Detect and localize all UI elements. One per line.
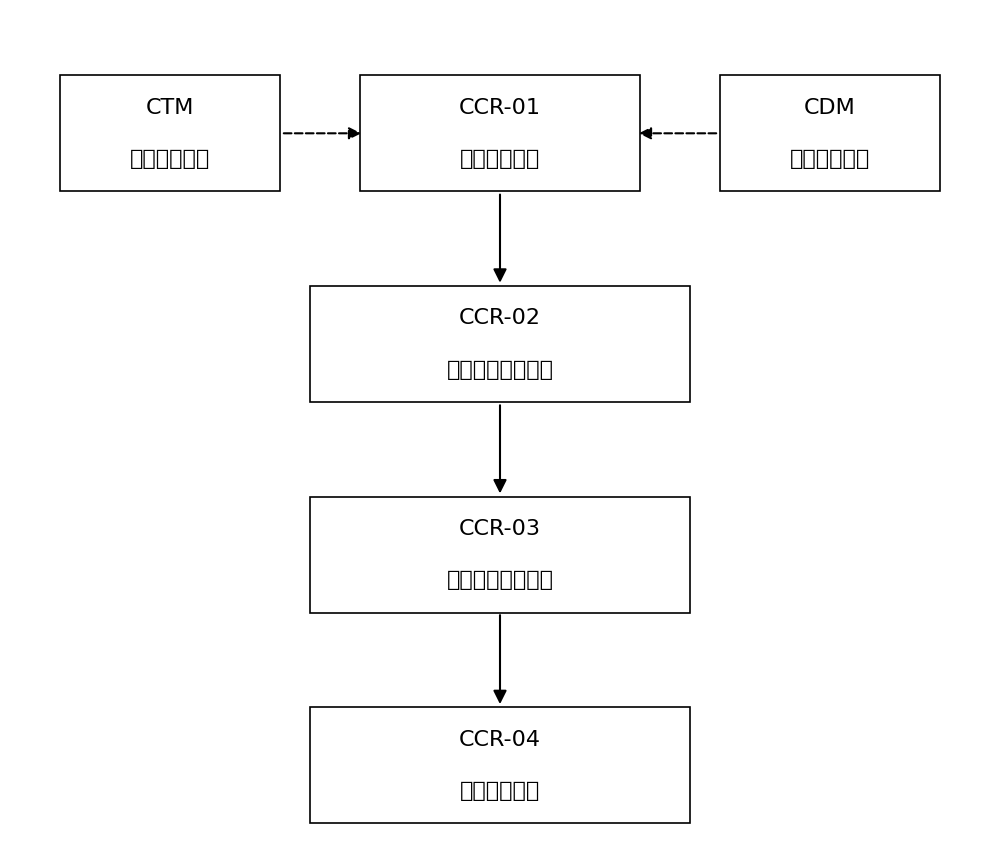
Bar [310,286,690,402]
Text: CCR-02: CCR-02 [459,308,541,329]
Text: 控制类别自动审查: 控制类别自动审查 [446,359,554,380]
Text: 审查任务生成: 审查任务生成 [460,149,540,169]
Text: 审查工作管理: 审查工作管理 [130,149,210,169]
Text: CCR-01: CCR-01 [459,97,541,118]
Text: CTM: CTM [146,97,194,118]
Bar [360,76,640,192]
Bar [310,497,690,612]
Bar [720,76,940,192]
Text: 审查数据管理: 审查数据管理 [790,149,870,169]
Text: CCR-03: CCR-03 [459,519,541,539]
Text: CCR-04: CCR-04 [459,729,541,750]
Text: 控制类别结果汇总: 控制类别结果汇总 [446,570,554,591]
Bar [310,707,690,824]
Text: 审查任务提交: 审查任务提交 [460,781,540,802]
Bar [60,76,280,192]
Text: CDM: CDM [804,97,856,118]
